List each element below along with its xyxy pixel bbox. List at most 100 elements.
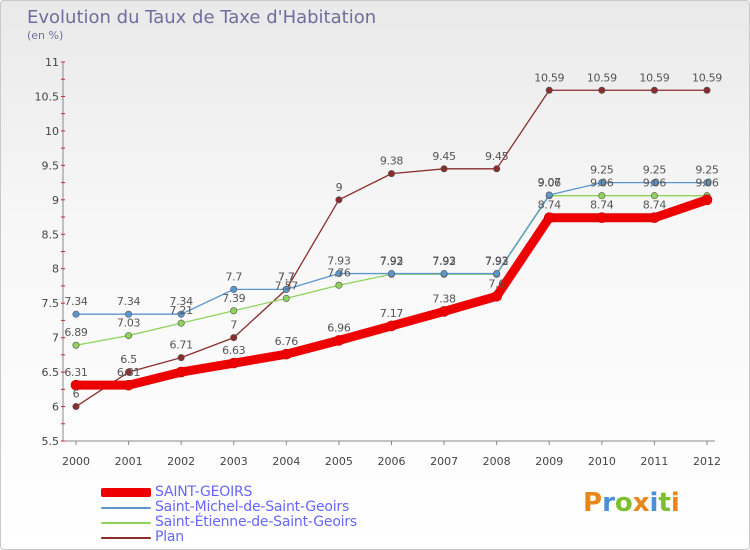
data-label: 7.93 (380, 255, 404, 268)
y-tick-label: 8.5 (42, 228, 60, 241)
logo-letter: i (649, 488, 659, 518)
data-point (177, 354, 185, 362)
data-label: 6.31 (64, 366, 87, 379)
data-point (545, 86, 553, 94)
data-point (650, 179, 658, 187)
data-point (701, 194, 713, 206)
data-label: 9.07 (538, 176, 562, 189)
data-label: 9.25 (643, 164, 667, 177)
data-point (230, 334, 238, 342)
y-tick-label: 10 (45, 125, 59, 138)
y-tick-label: 10.5 (35, 90, 60, 103)
data-label: 6.96 (327, 321, 351, 334)
data-point (335, 281, 343, 289)
data-label: 7.93 (327, 255, 351, 268)
data-label: 7.21 (170, 304, 193, 317)
data-label: 7.38 (432, 292, 456, 305)
data-point (228, 357, 240, 369)
logo-letter: r (602, 488, 615, 518)
data-label: 10.59 (639, 71, 669, 84)
line-chart: 5.5 6 6.5 7 7.5 8 8.5 9 9.5 10 10.5 11 2000 2001 2002 2… (35, 56, 723, 468)
data-point (335, 270, 343, 278)
data-label: 7.7 (278, 270, 295, 283)
data-point (543, 212, 555, 224)
x-tick-label: 2011 (640, 455, 668, 468)
data-label: 9 (336, 181, 343, 194)
data-point (596, 212, 608, 224)
data-point (649, 212, 660, 224)
x-tick-label: 2001 (115, 455, 143, 468)
data-label: 7.17 (380, 307, 404, 320)
y-tick-label: 7 (52, 332, 59, 345)
y-tick-label: 8 (52, 263, 59, 276)
legend-label-saint-etienne: Saint-Étienne-de-Saint-Geoirs (155, 514, 358, 530)
data-label: 7.92 (432, 255, 455, 268)
legend-swatch-saint-etienne (101, 522, 151, 524)
legend-swatch-plan (101, 537, 151, 539)
data-label: 6.5 (120, 353, 137, 366)
data-point (493, 270, 501, 278)
data-label: 7.34 (117, 295, 141, 308)
data-label: 9.38 (380, 155, 404, 168)
x-tick-label: 2003 (220, 455, 248, 468)
y-tick-label: 5.5 (42, 435, 60, 448)
y-tick-label: 7.5 (42, 297, 60, 310)
data-label: 9.45 (485, 150, 509, 163)
data-point (333, 335, 345, 346)
data-label: 7.76 (327, 266, 351, 279)
legend-item-saint-etienne: Saint-Étienne-de-Saint-Geoirs (101, 514, 431, 530)
x-tick-label: 2007 (430, 455, 458, 468)
data-point (230, 307, 238, 315)
data-point (125, 332, 133, 340)
logo-letter: P (583, 488, 603, 518)
data-label: 6.76 (275, 335, 299, 348)
chart-title: Evolution du Taux de Taxe d'Habitation (27, 7, 377, 28)
data-point (175, 366, 187, 378)
series-line (71, 195, 712, 390)
data-point (598, 179, 606, 187)
proxiti-logo: Proxiti (583, 488, 680, 518)
data-point (440, 165, 448, 173)
data-label: 6 (73, 388, 80, 401)
data-point (230, 285, 238, 293)
data-point (598, 86, 606, 94)
data-label: 8.74 (538, 199, 562, 212)
data-label: 7.34 (64, 295, 88, 308)
data-point (335, 196, 343, 204)
legend-label-saint-geoirs: SAINT-GEOIRS (155, 484, 253, 500)
data-point (650, 86, 658, 94)
data-point (125, 368, 133, 376)
data-point (598, 192, 606, 200)
data-point (123, 379, 134, 391)
y-tick-label: 9.5 (42, 159, 60, 172)
x-tick-label: 2005 (325, 455, 353, 468)
data-label: 7.03 (117, 317, 141, 330)
data-point (282, 285, 290, 293)
data-point (493, 165, 501, 173)
data-label: 7.93 (432, 255, 456, 268)
data-point (177, 310, 185, 318)
y-tick-label: 6.5 (42, 366, 60, 379)
data-point (72, 403, 80, 411)
data-point (545, 191, 553, 199)
data-label: 6.63 (222, 344, 246, 357)
data-label: 9.45 (432, 150, 456, 163)
logo-letter: x (632, 488, 650, 518)
chart-legend: SAINT-GEOIRS Saint-Michel-de-Saint-Geoir… (101, 484, 431, 545)
data-label: 7.39 (222, 292, 246, 305)
data-label: 7.7 (278, 270, 295, 283)
data-label: 7.34 (170, 295, 194, 308)
data-point (703, 179, 711, 187)
data-label: 6.71 (170, 339, 193, 352)
x-tick-label: 2009 (535, 455, 563, 468)
data-label: 7.6 (488, 277, 505, 290)
data-label: 10.59 (587, 71, 617, 84)
logo-letter: o (614, 488, 633, 518)
series-line (75, 89, 708, 408)
x-tick-label: 2006 (378, 455, 406, 468)
data-label: 10.59 (692, 71, 722, 84)
data-label: 7.57 (275, 279, 299, 292)
data-point (386, 320, 397, 332)
data-label: 7 (230, 319, 237, 332)
data-label: 9.06 (538, 177, 562, 190)
